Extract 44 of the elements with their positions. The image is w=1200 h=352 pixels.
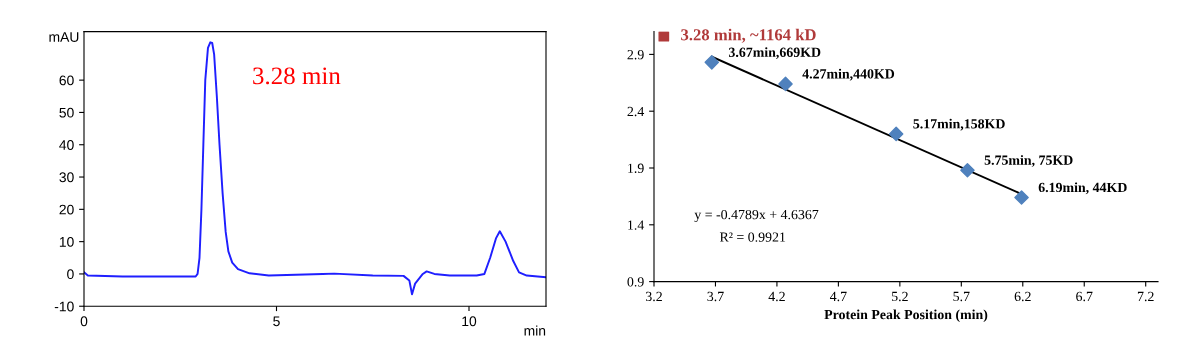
data-label: 3.67min,669KD	[728, 47, 821, 59]
x-tick-label: 6.2	[1014, 291, 1031, 302]
x-axis-title: min	[524, 325, 546, 336]
data-label: 6.19min, 44KD	[1038, 182, 1127, 195]
x-tick-label: 3.2	[645, 291, 662, 302]
x-tick-label: 10	[462, 316, 477, 327]
x-tick-label: 4.2	[768, 291, 785, 302]
point	[658, 31, 670, 42]
y-tick-label: 10	[59, 236, 74, 247]
point	[960, 162, 975, 178]
y-tick-label: 20	[59, 204, 74, 215]
y-tick-label: 0.9	[627, 277, 644, 287]
x-axis-title: Protein Peak Position (min)	[824, 309, 988, 323]
annotation: 3.28 min	[253, 67, 341, 85]
x-tick-label: 3.7	[707, 291, 724, 302]
point	[888, 126, 904, 142]
point	[1014, 190, 1029, 205]
annotation: R² = 0.9921	[719, 232, 786, 242]
y-tick-label: 1.9	[628, 163, 644, 174]
y-axis-title: mAU	[49, 32, 79, 42]
y-tick-label: 2.4	[627, 106, 645, 117]
x-tick-label: 7.2	[1137, 291, 1154, 302]
point	[778, 76, 793, 92]
x-tick-label: 0	[80, 316, 88, 327]
y-tick-label: 1.4	[628, 220, 645, 230]
x-tick-label: 5.2	[891, 291, 908, 302]
y-tick-label: -10	[54, 301, 74, 312]
line-series	[84, 41, 546, 296]
y-tick-label: 2.9	[627, 50, 644, 60]
series-label: 3.28 min, ~1164 kD	[681, 28, 816, 43]
x-tick-label: 6.7	[1076, 291, 1093, 302]
x-tick-label: 5.7	[953, 291, 970, 302]
annotation: y = -0.4789x + 4.6367	[694, 209, 819, 223]
data-label: 5.75min, 75KD	[984, 155, 1073, 167]
y-tick-label: 50	[59, 107, 74, 118]
data-label: 5.17min,158KD	[913, 118, 1005, 131]
x-tick-label: 4.7	[829, 291, 847, 302]
y-tick-label: 40	[59, 140, 74, 150]
point	[704, 55, 720, 70]
x-tick-label: 5	[273, 316, 280, 327]
y-tick-label: 30	[59, 172, 74, 183]
y-tick-label: 60	[59, 75, 74, 86]
y-tick-label: 0	[67, 269, 74, 280]
data-label: 4.27min,440KD	[802, 68, 895, 81]
